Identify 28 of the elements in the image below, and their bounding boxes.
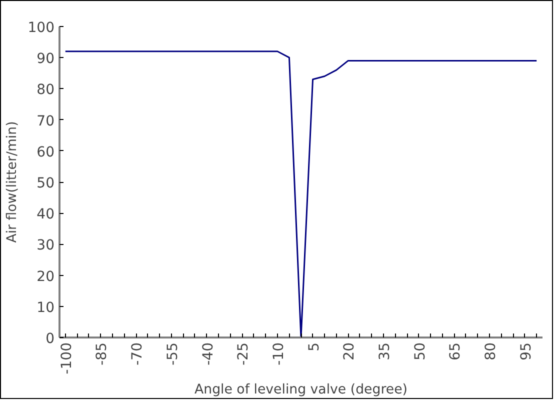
x-tick-label: -85: [94, 342, 110, 366]
y-tick-label: 90: [36, 51, 55, 68]
y-tick-label: 20: [36, 268, 55, 285]
y-tick-label: 80: [36, 82, 55, 98]
x-tick-label: -100: [58, 342, 75, 374]
x-axis-title: Angle of leveling valve (degree): [194, 382, 408, 398]
y-tick-label: 50: [36, 176, 55, 192]
y-tick-label: 40: [36, 206, 55, 223]
x-tick-label: -25: [236, 342, 252, 366]
x-tick-label: -10: [270, 342, 287, 366]
y-tick-label: 10: [36, 300, 55, 316]
y-axis-title: Air flow(litter/min): [4, 121, 20, 243]
x-tick-label: 35: [376, 342, 393, 360]
x-tick-label: 20: [342, 342, 358, 360]
line-series: [64, 50, 538, 338]
x-tick-label: -55: [164, 342, 181, 366]
y-tick-label: 60: [36, 144, 55, 160]
y-tick-label: 100: [28, 20, 55, 36]
x-tick-label: 80: [482, 342, 499, 360]
x-tick-label: -40: [200, 342, 216, 366]
y-tick-label: 70: [36, 113, 55, 130]
x-tick-label: 65: [448, 342, 464, 360]
x-tick-label: 50: [412, 342, 428, 360]
y-tick-label: 30: [36, 238, 55, 254]
y-tick-label: 0: [46, 331, 55, 347]
x-tick-label: 5: [306, 342, 322, 352]
x-tick-label: 95: [518, 342, 534, 360]
x-tick-label: -70: [130, 342, 146, 366]
